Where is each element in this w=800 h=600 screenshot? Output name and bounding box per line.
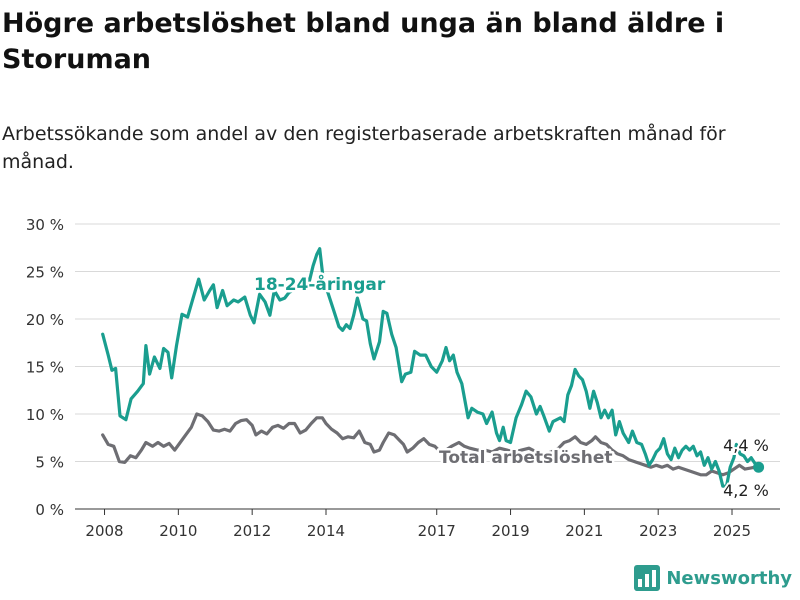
y-tick-label: 15 % <box>26 359 64 377</box>
x-tick-label: 2025 <box>713 522 751 540</box>
end-label-total: 4,2 % <box>723 481 769 500</box>
brand-name: Newsworthy <box>666 567 792 589</box>
series-label-18-24: 18-24-åringar <box>254 273 386 295</box>
y-tick-label: 10 % <box>26 406 64 424</box>
newsworthy-logo-icon <box>634 565 661 591</box>
x-axis: 2008 2010 2012 2014 2017 2019 2021 2023 2025 <box>75 508 780 540</box>
grid-lines <box>75 223 780 462</box>
series-lines <box>101 247 765 488</box>
x-tick-label: 2014 <box>307 522 345 540</box>
series-label-total: Total arbetslöshet <box>439 448 613 468</box>
y-axis-ticks: 30 % 25 % 20 % 15 % 10 % 5 % 0 % <box>26 216 64 519</box>
series-line-total <box>101 412 761 477</box>
x-tick-label: 2008 <box>85 522 123 540</box>
x-tick-label: 2023 <box>639 522 677 540</box>
chart-subtitle: Arbetssökande som andel av den registerb… <box>2 123 726 173</box>
x-tick-label: 2017 <box>418 522 456 540</box>
y-tick-label: 0 % <box>35 501 64 519</box>
x-tick-label: 2012 <box>233 522 271 540</box>
end-point-dot <box>753 461 765 473</box>
chart-title: Högre arbetslöshet bland unga än bland ä… <box>2 8 725 75</box>
y-tick-label: 25 % <box>26 264 64 282</box>
y-tick-label: 20 % <box>26 311 64 329</box>
x-tick-label: 2010 <box>159 522 197 540</box>
series-line-18-24 <box>101 247 761 488</box>
end-label-18-24: 4,4 % <box>723 436 769 455</box>
series-labels: 18-24-åringar Total arbetslöshet 4,4 % 4,2 … <box>252 271 771 503</box>
y-tick-label: 5 % <box>35 454 64 472</box>
y-tick-label: 30 % <box>26 216 64 234</box>
x-tick-label: 2019 <box>491 522 529 540</box>
x-tick-label: 2021 <box>565 522 603 540</box>
brand-logo: Newsworthy <box>634 564 792 592</box>
